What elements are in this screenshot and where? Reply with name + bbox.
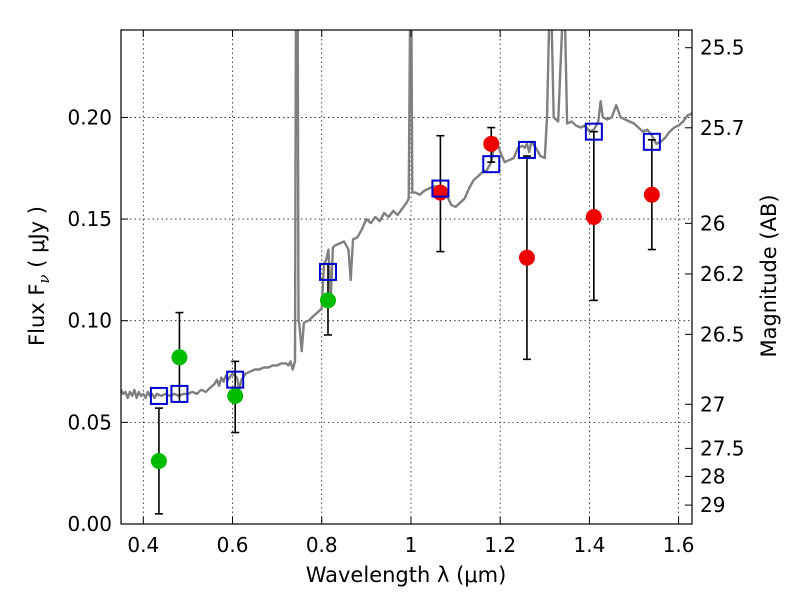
- square-layer: [149, 122, 661, 405]
- nir-data-point: [643, 186, 660, 203]
- right-tick-label: 27: [700, 392, 725, 416]
- y-axis-label-subscript: ν: [35, 274, 53, 283]
- model-square-marker: [149, 386, 168, 405]
- nir-data-point: [432, 184, 449, 201]
- x-tick-label: 0.8: [306, 533, 338, 557]
- right-tick-label: 26.2: [700, 262, 745, 286]
- sed-template-line: [121, 30, 692, 400]
- y-tick-label: 0.10: [67, 309, 112, 333]
- tick-layer: 0.4 0.6 0.8 1 1.2 1.4 1.6 0.00 0.05 0.10 0.15 0.20 2…: [67, 30, 745, 557]
- nir-data-point: [518, 249, 535, 266]
- x-tick-label: 1.4: [573, 533, 605, 557]
- right-tick-label: 25.7: [700, 116, 745, 140]
- model-square-marker: [431, 179, 450, 198]
- x-tick-label: 0.6: [217, 533, 249, 557]
- y-axis-label-main: Flux F: [25, 284, 49, 346]
- y-tick-label: 0.20: [67, 105, 112, 129]
- model-square-marker: [226, 370, 245, 389]
- nir-data-point: [585, 209, 602, 226]
- right-tick-label: 26: [700, 211, 725, 235]
- sed-line-layer: [121, 30, 692, 400]
- point-layer: [150, 135, 660, 469]
- model-square-marker: [170, 384, 189, 403]
- grid-layer: [121, 30, 692, 524]
- y-axis-label: Flux Fν ( μJy ): [25, 206, 53, 346]
- optical-data-point: [319, 292, 336, 309]
- x-tick-label: 1.2: [484, 533, 516, 557]
- y-tick-label: 0.15: [67, 207, 112, 231]
- optical-data-point: [171, 349, 188, 366]
- right-tick-label: 28: [700, 464, 725, 488]
- right-tick-label: 29: [700, 493, 725, 517]
- y-tick-label: 0.05: [67, 410, 112, 434]
- model-square-marker: [642, 132, 661, 151]
- x-tick-label: 1.6: [663, 533, 695, 557]
- model-square-marker: [482, 155, 501, 174]
- nir-data-point: [483, 135, 500, 152]
- x-axis-label: Wavelength λ (μm): [306, 563, 507, 587]
- right-tick-label: 25.5: [700, 36, 745, 60]
- right-axis-label: Magnitude (AB): [757, 194, 781, 357]
- right-tick-label: 27.5: [700, 436, 745, 460]
- model-square-marker: [517, 140, 536, 159]
- optical-data-point: [150, 452, 167, 469]
- model-square-marker: [584, 122, 603, 141]
- y-tick-label: 0.00: [67, 512, 112, 536]
- frame-layer: [120, 29, 693, 525]
- y-axis-label-units: ( μJy ): [25, 206, 49, 274]
- x-tick-label: 1: [405, 533, 418, 557]
- optical-data-point: [227, 387, 244, 404]
- right-tick-label: 26.5: [700, 322, 745, 346]
- plot-frame: [120, 29, 693, 525]
- x-tick-label: 0.4: [127, 533, 159, 557]
- model-square-marker: [318, 262, 337, 281]
